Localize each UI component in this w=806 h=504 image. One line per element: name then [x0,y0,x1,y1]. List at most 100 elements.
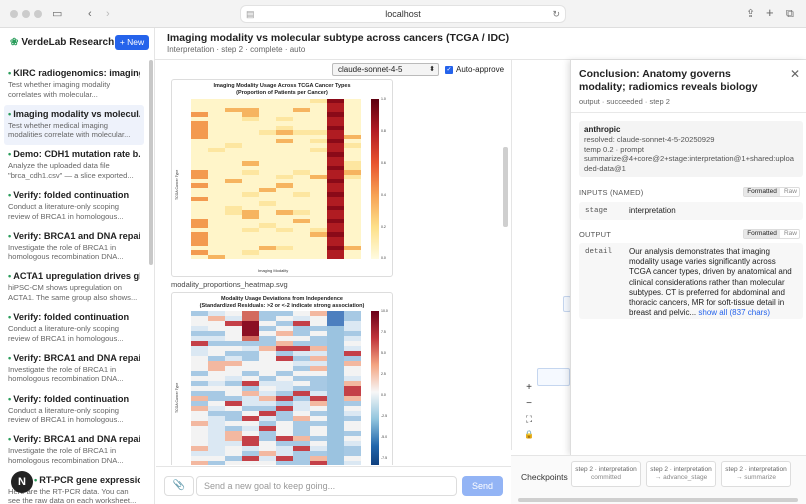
model-select[interactable]: claude-sonnet-4-5 ⬍ [332,63,439,76]
back-icon[interactable]: ‹ [88,8,92,20]
heatmap-cell [327,143,344,148]
tab-overview-icon[interactable]: ⧉ [786,8,794,20]
heatmap-cell [259,192,276,197]
run-item[interactable]: • Verify: folded continuation Conduct a li… [4,186,144,227]
output-format-toggle[interactable]: Formatted Raw [743,229,800,239]
zoom-in-icon[interactable]: + [526,382,532,393]
heatmap-cell [208,401,225,406]
heatmap-cell [310,236,327,242]
heatmap-cell [191,386,208,391]
send-button[interactable]: Send [462,476,503,496]
show-all-link[interactable]: show all (837 chars) [698,308,770,318]
heatmap-cell [191,441,208,446]
heatmap-cell [310,411,327,416]
run-item[interactable]: • Verify: BRCA1 and DNA repair Investigate… [4,349,144,390]
checkbox-checked-icon[interactable]: ✓ [445,65,453,74]
address-bar[interactable]: ▤ localhost ↻ [240,5,566,23]
heatmap-cell [208,147,225,153]
heatmap-cell [276,321,293,326]
new-tab-icon[interactable]: + [766,5,774,20]
output-key: detail [585,248,613,256]
minimize-window-button[interactable] [22,10,30,18]
avatar[interactable]: N [11,471,33,493]
share-icon[interactable]: ⇪ [746,8,756,20]
forward-icon[interactable]: › [106,8,110,20]
paperclip-icon[interactable]: 📎 [164,476,194,496]
heatmap-cell [259,223,276,228]
auto-approve-toggle[interactable]: ✓ Auto-approve [445,64,504,75]
close-window-button[interactable] [10,10,18,18]
lock-icon[interactable]: 🔒 [524,430,534,439]
heatmap-cell [259,161,276,166]
heatmap-cell [259,451,276,456]
heatmap-cell [276,107,293,113]
run-item[interactable]: • ACTA1 upregulation drives gl... hiPSC-CM… [4,267,144,308]
heatmap-cell [225,316,242,321]
run-item[interactable]: •RT-PCR gene expression ana...Here are t… [4,471,144,504]
feed-scrollbar[interactable] [503,147,508,227]
heatmap-cell [344,401,361,406]
raw-tab[interactable]: Raw [783,230,797,237]
zoom-window-button[interactable] [34,10,42,18]
heatmap-cell [191,250,208,255]
checkpoints-scrollbar[interactable] [518,498,798,502]
heatmap-cell [276,205,293,211]
inputs-format-toggle[interactable]: Formatted Raw [743,187,800,197]
heatmap-cell [242,192,259,197]
run-item-active[interactable]: • Imaging modality vs molecul... Test whet… [4,104,144,146]
heatmap-cell [344,361,361,366]
goal-input[interactable]: Send a new goal to keep going... [196,476,457,496]
heatmap-cell [276,371,293,376]
heatmap-cell [327,406,344,411]
run-item[interactable]: • KIRC radiogenomics: imaging... Test whet… [4,64,144,105]
close-icon[interactable]: ✕ [790,67,801,81]
heatmap-cell [225,426,242,431]
heatmap-cell [344,125,361,131]
run-item[interactable]: • Verify: BRCA1 and DNA repair Investigate… [4,430,144,471]
heatmap-cell [191,130,208,135]
colorbar-tick: 2.5 [381,372,386,376]
checkpoint-card[interactable]: step 2 · interpretation committed [571,461,641,487]
sidebar-scrollbar[interactable] [149,60,153,265]
checkpoint-card[interactable]: step 2 · interpretation → advance_stage [646,461,716,487]
raw-tab[interactable]: Raw [783,188,797,195]
heatmap-cell [327,139,344,144]
heatmap-cell [276,196,293,202]
formatted-tab[interactable]: Formatted [744,230,780,238]
heatmap-cell [225,192,242,197]
heatmap-cell [327,461,344,465]
heatmap-cell [276,210,293,215]
run-item[interactable]: • Demo: CDH1 mutation rate b... Analyze th… [4,145,144,186]
checkpoint-card[interactable]: step 2 · interpretation → summarize [721,461,791,487]
run-item[interactable]: • Verify: BRCA1 and DNA repair Investigate… [4,227,144,268]
chevron-down-icon: ⬍ [429,66,435,73]
heatmap-cell [191,174,208,179]
browser-toolbar: ▭ ‹ › ▤ localhost ↻ ⇪ + ⧉ [0,0,806,28]
heatmap-cell [327,356,344,361]
run-item[interactable]: • Verify: folded continuation Conduct a li… [4,308,144,349]
heatmap-cell [310,183,327,188]
graph-node[interactable] [537,368,570,386]
heatmap-cell [208,451,225,456]
heatmap-cell [208,371,225,376]
sidebar-toggle-icon[interactable]: ▭ [52,8,63,20]
heatmap-cell [293,441,310,446]
new-run-button[interactable]: + New [115,35,149,50]
heatmap-cell [208,376,225,381]
heatmap-cell [191,456,208,461]
heatmap-cell [225,341,242,346]
reload-icon[interactable]: ↻ [552,9,560,19]
heatmap-cell [276,241,293,246]
heatmap-figure-residuals[interactable]: Modality Usage Deviations from Independe… [171,292,393,465]
fit-view-icon[interactable]: ⛶ [525,414,533,424]
heatmap-cell [242,112,259,117]
heatmap-cell [293,361,310,366]
heatmap-figure-proportions[interactable]: Imaging Modality Usage Across TCGA Cance… [171,79,393,277]
heatmap-cell [344,183,361,188]
heatmap-cell [327,436,344,441]
heatmap-cell [327,331,344,336]
run-item[interactable]: • Verify: folded continuation Conduct a li… [4,390,144,431]
zoom-out-icon[interactable]: − [526,398,532,409]
heatmap-cell [242,210,259,215]
formatted-tab[interactable]: Formatted [744,188,780,196]
